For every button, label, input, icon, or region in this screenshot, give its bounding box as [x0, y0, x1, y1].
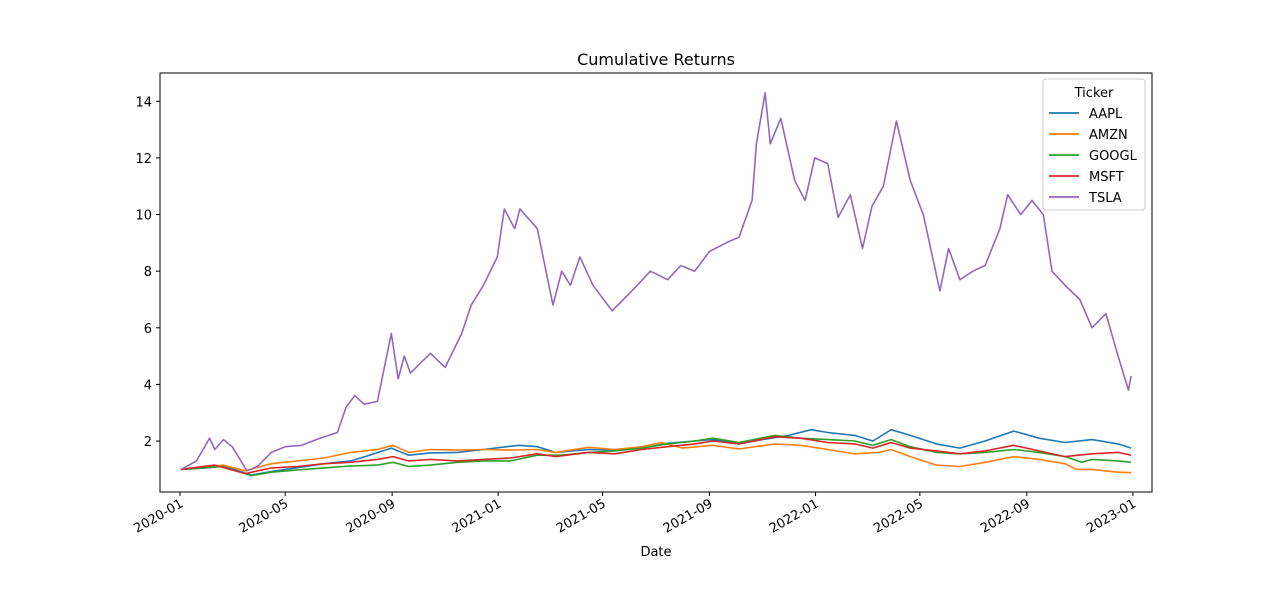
- x-tick-label: 2022-09: [978, 496, 1033, 536]
- legend-box: [1042, 78, 1146, 211]
- y-tick-label: 12: [135, 152, 152, 167]
- series-line-msft: [180, 436, 1132, 475]
- series-line-googl: [180, 434, 1132, 477]
- x-tick-label: 2022-05: [871, 496, 926, 536]
- x-tick-label: 2022-01: [767, 496, 822, 536]
- series-line-amzn: [180, 441, 1132, 474]
- y-tick-label: 2: [144, 435, 152, 450]
- legend[interactable]: Ticker AAPL AMZN GOOGL MSFT TSLA: [1042, 78, 1146, 211]
- legend-title: Ticker: [1074, 86, 1114, 101]
- y-axis: 2 4 6 8 10 12 14: [135, 95, 160, 450]
- legend-label-aapl[interactable]: AAPL: [1089, 107, 1123, 122]
- plot-frame: [159, 72, 1153, 493]
- legend-label-msft[interactable]: MSFT: [1089, 170, 1124, 185]
- x-axis: 2020-01 2020-05 2020-09 2021-01 2021-05 2021-…: [131, 492, 1139, 537]
- x-tick-label: 2021-01: [450, 496, 505, 536]
- x-tick-label: 2020-05: [237, 496, 292, 536]
- series-lines: [180, 92, 1132, 477]
- series-line-tsla: [180, 92, 1132, 472]
- x-tick-label: 2023-01: [1084, 496, 1139, 536]
- x-tick-label: 2020-01: [131, 496, 186, 536]
- x-axis-label: Date: [640, 545, 671, 560]
- y-tick-label: 8: [144, 265, 152, 280]
- y-tick-label: 4: [144, 378, 152, 393]
- y-tick-label: 10: [135, 209, 152, 224]
- legend-label-googl[interactable]: GOOGL: [1089, 149, 1138, 164]
- x-tick-label: 2020-09: [344, 496, 399, 536]
- y-tick-label: 6: [144, 322, 152, 337]
- legend-label-amzn[interactable]: AMZN: [1089, 128, 1128, 143]
- legend-label-tsla[interactable]: TSLA: [1088, 191, 1122, 206]
- chart-title: Cumulative Returns: [577, 50, 735, 69]
- x-tick-label: 2021-09: [661, 496, 716, 536]
- y-tick-label: 14: [135, 95, 152, 110]
- x-tick-label: 2021-05: [554, 496, 609, 536]
